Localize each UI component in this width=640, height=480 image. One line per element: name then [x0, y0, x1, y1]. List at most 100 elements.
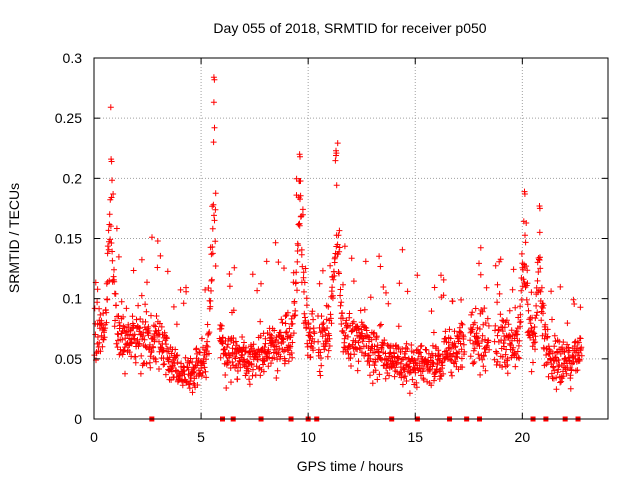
- data-point: [274, 367, 281, 374]
- data-point: [142, 301, 149, 308]
- data-point: [358, 326, 365, 333]
- data-point: [336, 227, 343, 234]
- data-point: [198, 365, 205, 372]
- data-point: [203, 356, 209, 363]
- data-point: [518, 287, 525, 294]
- data-point: [326, 343, 333, 349]
- data-point: [461, 348, 468, 355]
- data-point: [537, 265, 544, 272]
- y-tick-label: 0.2: [63, 170, 83, 186]
- data-point: [366, 352, 372, 359]
- data-point: [257, 318, 264, 325]
- data-point: [154, 264, 161, 271]
- data-point: [310, 316, 317, 323]
- data-point: [532, 346, 538, 353]
- data-point: [307, 354, 314, 360]
- data-point: [268, 360, 274, 367]
- data-point: [309, 308, 316, 315]
- data-point: [223, 385, 230, 391]
- data-point: [116, 322, 123, 329]
- data-point: [577, 335, 584, 342]
- data-point: [354, 367, 361, 374]
- data-point: [229, 345, 236, 352]
- data-point: [418, 342, 425, 349]
- data-point: [329, 295, 336, 302]
- data-point: [577, 304, 584, 311]
- data-point: [442, 335, 449, 342]
- data-point: [493, 350, 500, 357]
- data-point: [217, 322, 224, 328]
- data-point: [294, 248, 301, 254]
- data-point: [107, 236, 114, 243]
- data-point: [106, 277, 113, 284]
- data-point: [485, 322, 492, 329]
- data-point: [103, 319, 110, 326]
- data-point: [467, 353, 474, 360]
- data-point: [534, 309, 541, 316]
- data-point: [321, 346, 328, 353]
- data-point: [509, 286, 516, 293]
- data-point: [120, 313, 127, 320]
- data-point: [417, 349, 424, 356]
- data-point: [208, 276, 215, 283]
- data-point: [209, 225, 216, 232]
- data-point: [552, 354, 559, 360]
- data-point: [284, 309, 291, 316]
- data-point: [408, 342, 415, 348]
- data-point: [550, 364, 557, 371]
- data-point: [361, 306, 368, 313]
- y-tick-label: 0.3: [63, 50, 83, 66]
- data-point: [494, 358, 501, 365]
- data-point: [496, 290, 503, 297]
- data-point: [517, 323, 523, 330]
- data-point: [358, 319, 365, 326]
- data-point: [452, 343, 459, 350]
- data-point: [279, 319, 286, 326]
- data-point: [362, 258, 369, 265]
- data-point: [246, 349, 253, 355]
- data-point: [398, 356, 405, 363]
- y-tick-label: 0.25: [55, 110, 82, 126]
- data-point: [336, 270, 342, 277]
- data-point: [113, 302, 120, 309]
- data-point: [303, 295, 310, 302]
- data-point: [453, 353, 460, 360]
- data-point: [376, 253, 383, 260]
- data-point: [460, 341, 467, 348]
- data-point: [292, 279, 299, 286]
- data-point: [105, 227, 112, 234]
- data-points: [91, 74, 585, 397]
- data-point: [482, 349, 489, 356]
- data-point: [180, 300, 187, 307]
- data-point: [285, 358, 292, 365]
- data-point: [409, 376, 416, 383]
- data-point: [571, 301, 578, 307]
- data-point: [174, 359, 181, 366]
- data-point: [123, 341, 130, 348]
- data-point: [249, 372, 256, 379]
- data-point: [479, 332, 486, 339]
- data-point: [475, 351, 482, 358]
- data-point: [189, 389, 196, 396]
- data-point: [553, 374, 560, 381]
- data-point: [423, 347, 430, 353]
- data-point: [316, 280, 323, 287]
- data-point: [442, 328, 449, 335]
- data-point: [551, 332, 558, 339]
- data-point: [97, 348, 104, 355]
- data-point: [149, 234, 155, 241]
- data-point: [113, 225, 120, 232]
- data-point: [397, 369, 404, 376]
- data-point: [231, 264, 238, 271]
- data-point: [505, 321, 512, 328]
- data-point: [104, 296, 111, 303]
- data-point: [236, 358, 243, 365]
- data-point: [339, 310, 346, 316]
- data-point: [404, 288, 411, 295]
- data-point: [532, 333, 539, 340]
- data-point: [100, 310, 107, 317]
- data-point: [516, 337, 523, 344]
- data-point: [522, 232, 528, 239]
- data-point: [536, 229, 543, 236]
